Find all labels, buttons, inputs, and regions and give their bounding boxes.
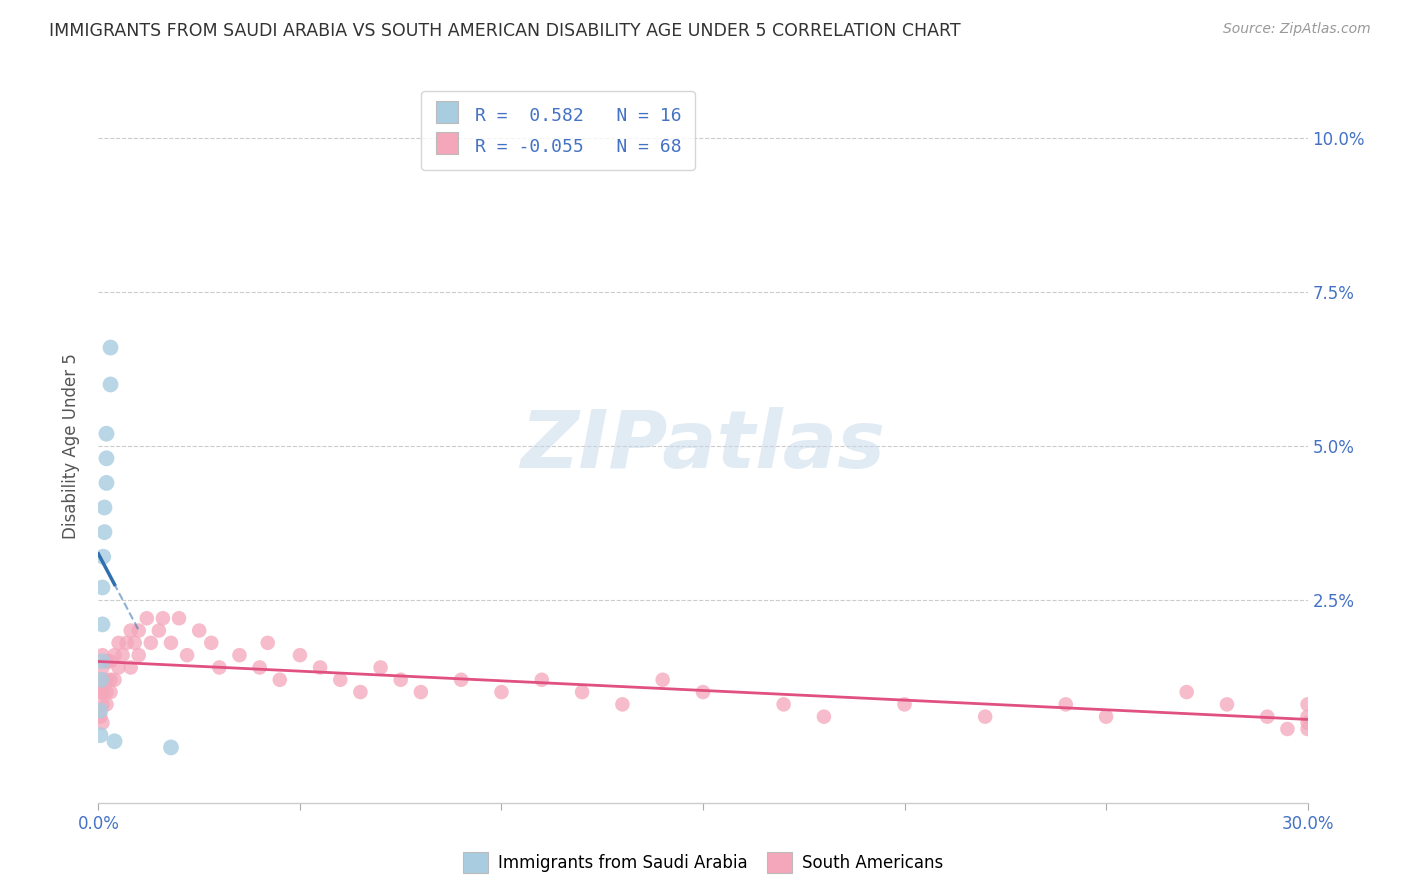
Point	[91, 698, 114, 712]
Text: ZIPatlas: ZIPatlas	[520, 407, 886, 485]
Point	[152, 611, 174, 625]
Point	[100, 685, 122, 699]
Point	[269, 673, 291, 687]
Point	[450, 673, 472, 687]
Point	[96, 654, 118, 668]
Point	[120, 624, 142, 638]
Point	[139, 636, 162, 650]
Point	[370, 660, 392, 674]
Point	[90, 673, 112, 687]
Legend: R =  0.582   N = 16, R = -0.055   N = 68: R = 0.582 N = 16, R = -0.055 N = 68	[422, 91, 695, 170]
Point	[96, 426, 118, 441]
Legend: Immigrants from Saudi Arabia, South Americans: Immigrants from Saudi Arabia, South Amer…	[456, 846, 950, 880]
Point	[612, 698, 634, 712]
Point	[160, 740, 183, 755]
Point	[89, 709, 111, 723]
Point	[813, 709, 835, 723]
Point	[389, 673, 412, 687]
Point	[1296, 715, 1319, 730]
Point	[89, 728, 111, 742]
Point	[93, 525, 115, 540]
Point	[91, 617, 114, 632]
Point	[228, 648, 250, 662]
Point	[91, 685, 114, 699]
Point	[100, 673, 122, 687]
Point	[89, 685, 111, 699]
Point	[893, 698, 915, 712]
Point	[491, 685, 513, 699]
Point	[91, 581, 114, 595]
Point	[160, 636, 183, 650]
Point	[128, 624, 150, 638]
Y-axis label: Disability Age Under 5: Disability Age Under 5	[62, 353, 80, 539]
Point	[329, 673, 352, 687]
Point	[103, 673, 125, 687]
Point	[651, 673, 673, 687]
Point	[1296, 709, 1319, 723]
Point	[111, 648, 134, 662]
Point	[107, 636, 129, 650]
Point	[135, 611, 157, 625]
Point	[148, 624, 170, 638]
Point	[1054, 698, 1077, 712]
Point	[1095, 709, 1118, 723]
Point	[91, 715, 114, 730]
Point	[91, 549, 114, 564]
Point	[124, 636, 146, 650]
Point	[100, 377, 122, 392]
Point	[530, 673, 553, 687]
Point	[1216, 698, 1239, 712]
Point	[1296, 722, 1319, 736]
Point	[96, 698, 118, 712]
Point	[249, 660, 271, 674]
Text: Source: ZipAtlas.com: Source: ZipAtlas.com	[1223, 22, 1371, 37]
Point	[96, 475, 118, 490]
Point	[1296, 698, 1319, 712]
Point	[309, 660, 332, 674]
Point	[103, 648, 125, 662]
Point	[103, 734, 125, 748]
Point	[692, 685, 714, 699]
Point	[772, 698, 794, 712]
Point	[96, 685, 118, 699]
Point	[200, 636, 222, 650]
Text: IMMIGRANTS FROM SAUDI ARABIA VS SOUTH AMERICAN DISABILITY AGE UNDER 5 CORRELATIO: IMMIGRANTS FROM SAUDI ARABIA VS SOUTH AM…	[49, 22, 960, 40]
Point	[96, 451, 118, 466]
Point	[91, 660, 114, 674]
Point	[1277, 722, 1299, 736]
Point	[1175, 685, 1198, 699]
Point	[167, 611, 190, 625]
Point	[974, 709, 997, 723]
Point	[89, 704, 111, 718]
Point	[349, 685, 371, 699]
Point	[256, 636, 278, 650]
Point	[91, 673, 114, 687]
Point	[96, 673, 118, 687]
Point	[188, 624, 211, 638]
Point	[107, 660, 129, 674]
Point	[208, 660, 231, 674]
Point	[91, 654, 114, 668]
Point	[176, 648, 198, 662]
Point	[409, 685, 432, 699]
Point	[288, 648, 311, 662]
Point	[93, 500, 115, 515]
Point	[115, 636, 138, 650]
Point	[128, 648, 150, 662]
Point	[100, 654, 122, 668]
Point	[120, 660, 142, 674]
Point	[571, 685, 593, 699]
Point	[91, 648, 114, 662]
Point	[100, 341, 122, 355]
Point	[1256, 709, 1278, 723]
